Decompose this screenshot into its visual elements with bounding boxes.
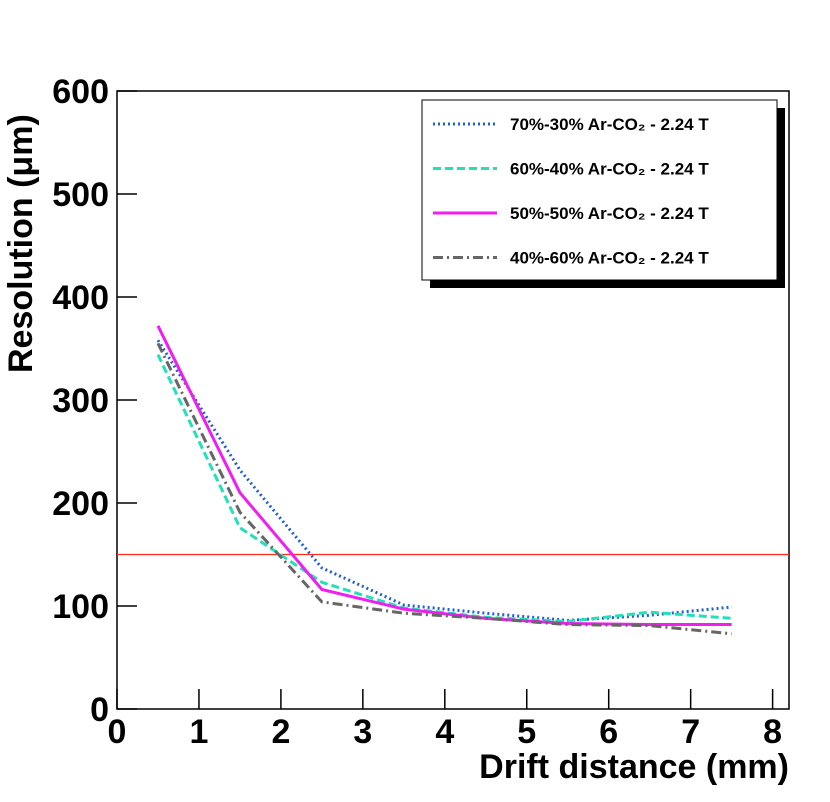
data-line xyxy=(156,342,732,636)
x-tick-label: 2 xyxy=(271,713,290,751)
x-tick-label: 0 xyxy=(108,713,127,751)
x-tick-label: 7 xyxy=(681,713,700,751)
legend-label: 70%-30% Ar-CO₂ - 2.24 T xyxy=(510,115,709,134)
x-tick-label: 6 xyxy=(599,713,618,751)
y-axis-title: Resolution (μm) xyxy=(2,114,40,373)
y-tick-label: 500 xyxy=(52,176,109,214)
y-tick-label: 300 xyxy=(52,382,109,420)
y-tick-label: 200 xyxy=(52,485,109,523)
y-tick-label: 0 xyxy=(90,691,109,729)
x-tick-label: 3 xyxy=(353,713,372,751)
y-tick-label: 100 xyxy=(52,588,109,626)
x-tick-label: 8 xyxy=(763,713,782,751)
legend: 70%-30% Ar-CO₂ - 2.24 T 60%-40% Ar-CO₂ - … xyxy=(421,99,785,288)
x-tick-label: 4 xyxy=(435,713,454,751)
legend-label: 40%-60% Ar-CO₂ - 2.24 T xyxy=(510,249,709,268)
x-axis-title: Drift distance (mm) xyxy=(479,748,789,786)
x-tick-label: 1 xyxy=(189,713,208,751)
x-tick-label: 5 xyxy=(517,713,536,751)
legend-label: 60%-40% Ar-CO₂ - 2.24 T xyxy=(510,160,709,179)
data-line xyxy=(156,339,732,622)
y-tick-label: 400 xyxy=(52,279,109,317)
legend-label: 50%-50% Ar-CO₂ - 2.24 T xyxy=(510,204,709,223)
y-tick-label: 600 xyxy=(52,73,109,111)
legend-box xyxy=(421,99,778,281)
data-line xyxy=(156,354,732,623)
